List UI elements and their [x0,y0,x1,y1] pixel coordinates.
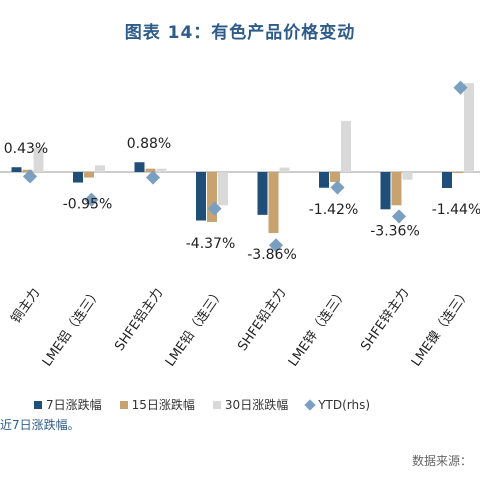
bar-2-0 [33,147,44,172]
category-label-7: LME镍（连三） [408,285,474,369]
ytd-marker-2 [145,170,161,185]
data-label-6: -3.36% [370,223,420,239]
legend-swatch-15d [119,400,128,409]
legend-label-30d: 30日涨跌幅 [224,398,289,412]
category-label-2: SHFE铝主力 [112,286,166,354]
bar-0-5 [319,172,329,188]
bar-2-2 [156,168,167,172]
ytd-marker-4 [268,238,284,253]
data-label-4: -3.86% [247,247,297,263]
bar-0-6 [380,172,391,210]
bar-0-4 [257,172,268,215]
legend-item-15d: 15日涨跌幅 [119,396,195,413]
data-label-7: -1.44% [432,202,480,218]
ytd-marker-7 [453,80,468,95]
bar-0-7 [442,172,452,188]
data-label-0: 0.43% [4,141,48,157]
bar-0-1 [73,172,83,183]
chart-title: 图表 14：有色产品价格变动 [124,23,356,43]
bar-1-1 [84,172,94,178]
legend-label-ytd: YTD(rhs) [318,397,371,412]
data-label-1: -0.95% [63,197,113,213]
source-line: 数据来源： [412,454,473,468]
legend-label-7d: 7日涨跌幅 [46,398,102,412]
legend-item-7d: 7日涨跌幅 [34,396,102,413]
category-label-3: LME铅（连三） [162,285,228,369]
bar-2-7 [464,83,474,172]
data-label-2: 0.88% [127,136,171,152]
bar-2-5 [341,120,351,172]
bar-1-7 [453,172,463,174]
legend-item-30d: 30日涨跌幅 [212,396,289,413]
ytd-marker-5 [330,180,345,195]
category-label-6: SHFE锌主力 [358,286,412,354]
bar-1-5 [330,172,340,182]
category-label-0: 铜主力 [9,286,44,327]
legend-item-ytd: YTD(rhs) [304,396,371,413]
chart-legend: 7日涨跌幅 15日涨跌幅 30日涨跌幅 YTD(rhs) [34,396,370,413]
bar-0-3 [196,172,206,221]
ytd-marker-6 [391,209,407,224]
ytd-marker-3 [207,201,222,216]
chart-footnote: 近7日涨跌幅。 [0,418,80,432]
bar-2-1 [95,165,105,172]
category-label-4: SHFE铅主力 [235,286,289,354]
category-label-5: LME锌（连三） [285,285,351,369]
legend-swatch-7d [34,400,42,409]
category-label-1: LME铝（连三） [39,285,105,369]
bar-1-0 [22,169,33,172]
bar-1-6 [391,172,402,206]
bar-1-2 [145,168,156,172]
data-label-5: -1.42% [309,202,359,218]
bar-1-4 [268,172,279,234]
bar-0-2 [134,162,145,172]
bar-2-3 [218,172,228,206]
data-label-3: -4.37% [186,236,236,252]
bar-2-6 [402,172,413,180]
legend-label-15d: 15日涨跌幅 [131,398,195,412]
bar-2-4 [279,167,290,172]
bar-0-0 [11,167,22,172]
legend-swatch-30d [212,400,221,409]
bar-1-3 [207,172,217,222]
legend-diamond-icon [304,398,316,411]
